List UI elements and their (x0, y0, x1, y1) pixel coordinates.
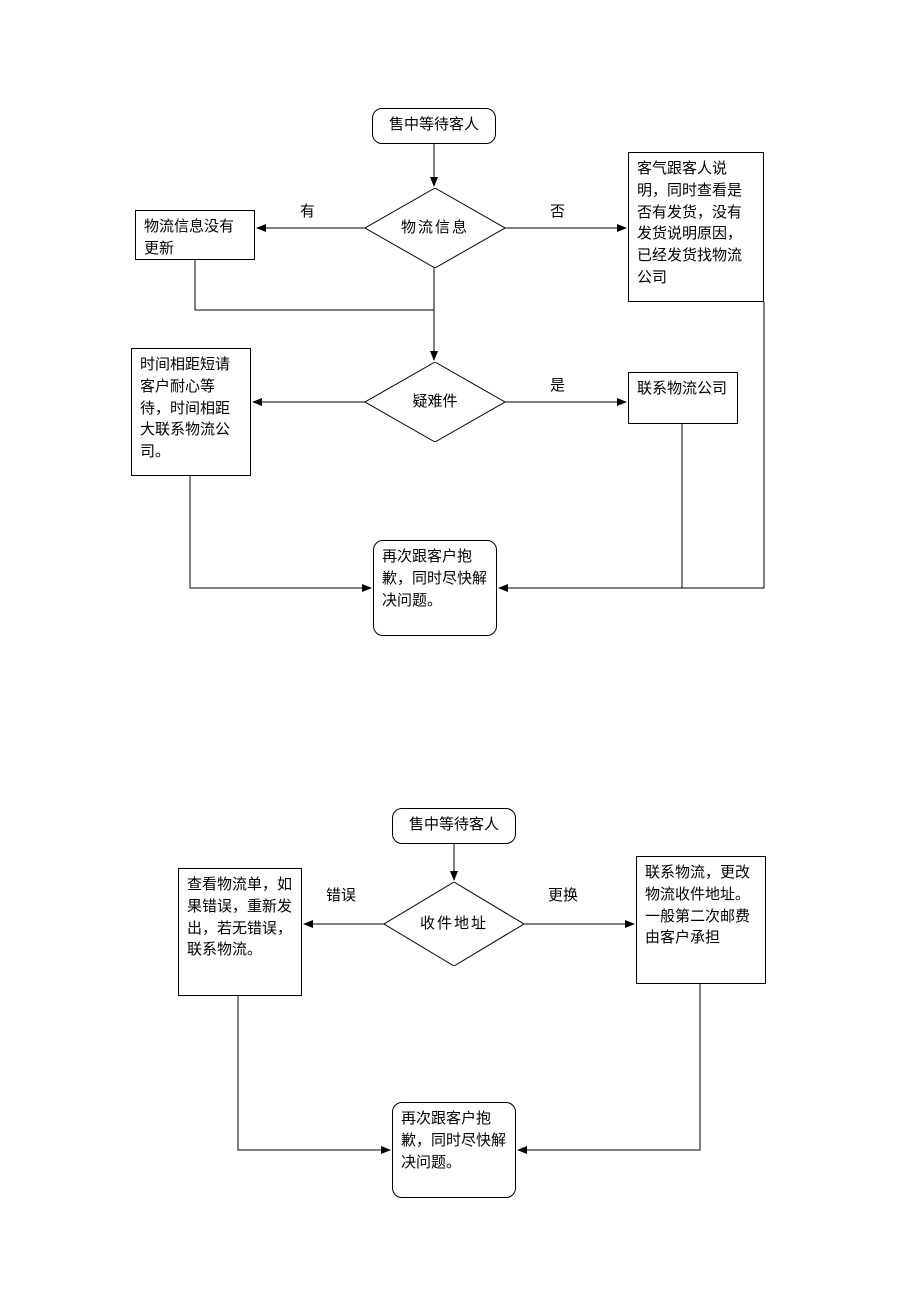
fc2-decision-address: 收件地址 (384, 882, 524, 966)
fc2-check: 查看物流单，如果错误，重新发出，若无错误，联系物流。 (178, 868, 302, 996)
fc2-start: 售中等待客人 (392, 808, 516, 844)
fc1-end: 再次跟客户抱歉，同时尽快解决问题。 (373, 540, 497, 636)
flowchart-canvas: 售中等待客人 物流信息 物流信息没有更新 客气跟客人说明，同时查看是否有发货，没… (0, 0, 920, 1302)
fc1-start-label: 售中等待客人 (389, 115, 479, 137)
fc1-contact-logistics-label: 联系物流公司 (637, 381, 727, 397)
fc1-explain-label: 客气跟客人说明，同时查看是否有发货，没有发货说明原因，已经发货找物流公司 (637, 161, 742, 286)
fc2-change-label: 联系物流，更改物流收件地址。一般第二次邮费由客户承担 (645, 865, 750, 946)
fc1-decision-logistics: 物流信息 (365, 188, 505, 268)
fc2-end: 再次跟客户抱歉，同时尽快解决问题。 (392, 1102, 516, 1198)
fc2-label-replace: 更换 (548, 884, 578, 905)
fc1-decision-difficult: 疑难件 (365, 362, 505, 442)
fc1-label-yes2: 是 (550, 374, 565, 395)
fc1-explain: 客气跟客人说明，同时查看是否有发货，没有发货说明原因，已经发货找物流公司 (628, 152, 764, 302)
fc1-wait-label: 时间相距短请客户耐心等待，时间相距大联系物流公司。 (140, 357, 230, 460)
fc1-wait: 时间相距短请客户耐心等待，时间相距大联系物流公司。 (131, 348, 251, 476)
fc2-decision-address-label: 收件地址 (384, 882, 524, 966)
fc2-start-label: 售中等待客人 (409, 815, 499, 837)
fc2-check-label: 查看物流单，如果错误，重新发出，若无错误，联系物流。 (187, 877, 292, 958)
fc1-end-label: 再次跟客户抱歉，同时尽快解决问题。 (382, 549, 487, 609)
fc2-label-wrong: 错误 (326, 884, 356, 905)
fc1-noupdate-label: 物流信息没有更新 (144, 219, 234, 257)
fc1-label-yes: 有 (300, 200, 315, 221)
fc2-change: 联系物流，更改物流收件地址。一般第二次邮费由客户承担 (636, 856, 766, 984)
fc1-decision-difficult-label: 疑难件 (365, 362, 505, 442)
fc1-contact-logistics: 联系物流公司 (628, 372, 738, 424)
fc1-label-no: 否 (550, 200, 565, 221)
fc1-noupdate: 物流信息没有更新 (135, 210, 255, 260)
fc1-decision-logistics-label: 物流信息 (365, 188, 505, 268)
fc1-start: 售中等待客人 (372, 108, 496, 144)
fc2-end-label: 再次跟客户抱歉，同时尽快解决问题。 (401, 1111, 506, 1171)
